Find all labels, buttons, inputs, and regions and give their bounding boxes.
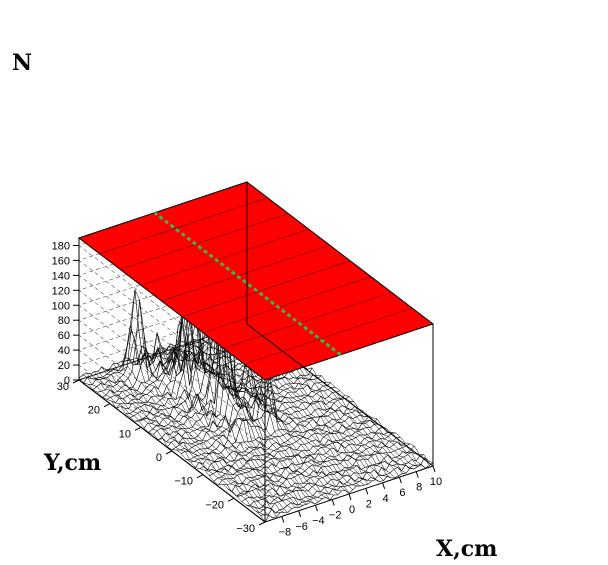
x-tick-label: −4 xyxy=(312,515,325,527)
y-tick-label: 30 xyxy=(57,381,69,393)
surface-line-x xyxy=(136,312,323,499)
surface-line-x xyxy=(90,373,277,518)
x-tick-mark xyxy=(382,482,386,489)
surface-line-x xyxy=(82,374,269,516)
x-tick-label: 6 xyxy=(399,487,405,499)
x-tick-label: 2 xyxy=(366,498,372,510)
x-tick-mark xyxy=(331,499,335,506)
plane-gridline xyxy=(182,260,351,318)
y-tick-label: −20 xyxy=(205,499,224,511)
y-tick-mark xyxy=(72,379,80,384)
y-tick-label: 10 xyxy=(119,428,131,440)
z-tick-label: 60 xyxy=(58,330,70,342)
surface-line-x xyxy=(97,371,285,513)
surface-line-x xyxy=(189,341,376,480)
surface-line-x xyxy=(201,338,388,477)
plane-gridline xyxy=(202,276,372,333)
x-tick-mark xyxy=(365,488,369,495)
x-tick-mark xyxy=(432,465,436,473)
surface-line-x xyxy=(128,358,315,505)
plane-gridline xyxy=(120,213,289,270)
x-tick-mark xyxy=(348,493,352,501)
y-axis-title: Y,cm xyxy=(43,450,101,476)
y-tick-label: −10 xyxy=(174,476,193,488)
axis-ticks: 020406080100120140160180−30−20−100102030… xyxy=(52,240,442,538)
surface-line-x xyxy=(113,363,300,508)
x-tick-mark xyxy=(415,471,419,478)
z-tick-label: 180 xyxy=(52,240,70,252)
x-tick-mark xyxy=(281,516,285,523)
x-tick-label: −6 xyxy=(295,521,308,533)
z-tick-label: 40 xyxy=(58,345,70,357)
surface-line-x xyxy=(120,288,308,505)
plane-gridline xyxy=(140,229,310,286)
y-tick-label: 20 xyxy=(88,405,100,417)
y-tick-mark xyxy=(134,426,142,431)
surface-line-x xyxy=(178,343,365,486)
x-tick-mark xyxy=(314,505,318,512)
x-axis-title: X,cm xyxy=(436,536,497,562)
z-axis-title: N xyxy=(12,50,32,76)
z-tick-label: 80 xyxy=(58,315,70,327)
x-tick-mark xyxy=(398,477,402,484)
z-tick-label: 100 xyxy=(52,300,70,312)
surface-line-x xyxy=(105,369,292,509)
x-tick-label: 0 xyxy=(349,504,355,516)
z-tick-label: 140 xyxy=(52,270,70,282)
surface-line-x xyxy=(193,339,380,482)
x-tick-label: 4 xyxy=(383,493,389,505)
surface-line-x xyxy=(94,371,281,514)
x-tick-label: 8 xyxy=(416,482,422,494)
box-edge xyxy=(246,323,434,467)
x-tick-label: −2 xyxy=(329,510,342,522)
y-tick-mark xyxy=(227,497,235,502)
y-tick-mark xyxy=(258,521,266,526)
surface-line-x xyxy=(185,343,372,482)
surface-line-x xyxy=(197,338,384,481)
z-tick-label: 120 xyxy=(52,285,70,297)
surface-line-x xyxy=(147,300,334,496)
surface-line-x xyxy=(151,266,338,496)
y-tick-label: −30 xyxy=(236,523,255,535)
plane-gridline xyxy=(161,244,330,302)
y-tick-mark xyxy=(196,474,204,479)
z-tick-label: 0 xyxy=(64,375,70,387)
surface-line-x xyxy=(132,345,319,503)
y-tick-mark xyxy=(165,450,173,455)
x-tick-label: −8 xyxy=(279,526,292,538)
surface-line-x xyxy=(181,340,369,485)
z-tick-label: 20 xyxy=(58,360,70,372)
x-tick-label: 10 xyxy=(430,476,442,488)
surface-line-x xyxy=(101,366,289,513)
plane-gridline xyxy=(223,292,392,349)
plane-gridline xyxy=(244,307,413,365)
surface-line-x xyxy=(78,378,266,523)
y-tick-label: 0 xyxy=(156,452,162,464)
x-tick-mark xyxy=(298,510,302,517)
z-tick-label: 160 xyxy=(52,255,70,267)
surface-line-x xyxy=(86,372,273,518)
y-tick-mark xyxy=(103,403,111,408)
plane-gridline xyxy=(99,197,268,255)
